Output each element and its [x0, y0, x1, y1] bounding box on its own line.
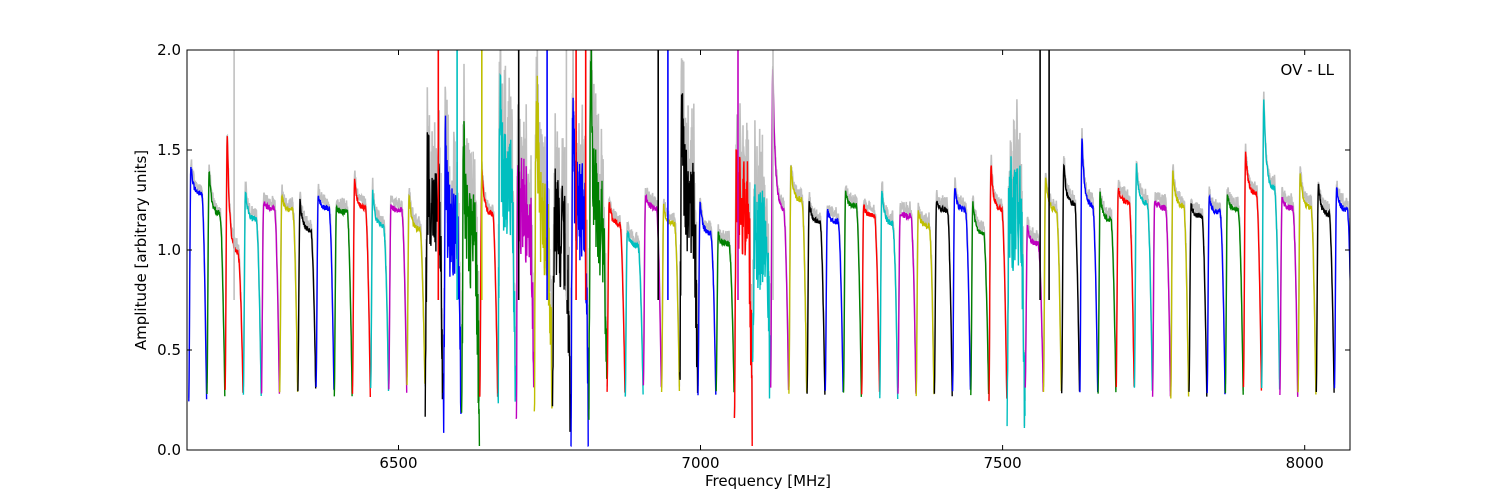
band-series-60	[1279, 196, 1299, 397]
band-series-44	[988, 165, 1008, 402]
band-series-12	[406, 193, 426, 386]
y-tick-label: 2.0	[157, 41, 181, 59]
band-series-50	[1097, 191, 1117, 394]
band-series-42	[951, 188, 972, 392]
bandpass-series-group	[188, 50, 1350, 447]
x-axis-label: Frequency [MHz]	[705, 472, 831, 490]
band-series-48	[1061, 163, 1081, 394]
band-series-37	[861, 204, 881, 395]
band-series-13	[424, 132, 444, 417]
band-series-28	[697, 201, 717, 396]
band-series-7	[315, 195, 335, 390]
band-series-58	[1242, 151, 1263, 391]
band-series-16	[479, 169, 499, 397]
band-series-3	[242, 191, 262, 397]
x-tick-label: 8000	[1286, 454, 1324, 472]
band-series-24	[624, 229, 644, 397]
band-series-14	[442, 115, 462, 433]
band-series-49	[1079, 138, 1099, 393]
band-series-22	[588, 50, 608, 420]
band-series-9	[351, 178, 371, 398]
band-series-4	[260, 201, 281, 394]
band-series-11	[388, 204, 408, 393]
band-series-17	[497, 73, 517, 404]
band-series-20	[551, 168, 571, 432]
band-series-29	[715, 231, 735, 393]
band-series-8	[333, 204, 353, 397]
band-series-6	[297, 198, 317, 392]
y-tick-label: 1.0	[157, 241, 181, 259]
band-series-57	[1224, 194, 1244, 395]
y-tick-label: 0.0	[157, 441, 181, 459]
band-series-53	[1151, 200, 1172, 397]
band-series-1	[206, 171, 226, 397]
x-tick-label: 7500	[984, 454, 1022, 472]
band-series-34	[806, 201, 826, 395]
band-series-43	[970, 201, 990, 396]
band-series-59	[1260, 99, 1281, 390]
y-tick-labels: 0.0 0.5 1.0 1.5 2.0	[157, 41, 181, 459]
band-series-10	[370, 189, 390, 392]
band-series-40	[915, 210, 935, 397]
band-series-56	[1206, 193, 1226, 395]
band-series-63	[1333, 186, 1350, 389]
band-series-41	[933, 200, 953, 397]
band-series-23	[606, 201, 626, 393]
band-series-31	[751, 184, 772, 399]
x-tick-label: 7000	[681, 454, 719, 472]
rfi-spike-group	[233, 50, 1050, 300]
band-series-52	[1133, 163, 1153, 391]
band-series-33	[788, 165, 808, 394]
y-axis-label: Amplitude [arbitrary units]	[132, 150, 150, 350]
band-series-36	[842, 190, 862, 397]
band-series-39	[897, 211, 917, 394]
y-tick-label: 0.5	[157, 341, 181, 359]
band-series-55	[1188, 203, 1208, 397]
band-series-62	[1315, 183, 1335, 393]
band-series-15	[460, 121, 481, 447]
y-tick-label: 1.5	[157, 141, 181, 159]
x-tick-label: 6500	[379, 454, 417, 472]
band-series-54	[1170, 170, 1190, 399]
band-series-19	[533, 75, 553, 412]
axis-ticks	[187, 49, 1350, 451]
band-series-5	[279, 193, 299, 393]
band-series-47	[1042, 177, 1062, 393]
band-series-61	[1297, 173, 1317, 395]
band-series-51	[1115, 187, 1135, 388]
band-series-35	[824, 209, 844, 393]
band-series-0	[188, 166, 208, 402]
band-series-26	[660, 203, 681, 393]
polarization-annotation: OV - LL	[1281, 61, 1335, 79]
band-series-45	[1006, 156, 1026, 429]
band-series-38	[879, 190, 899, 400]
band-series-27	[679, 93, 699, 394]
x-tick-labels: 6500 7000 7500 8000	[379, 454, 1323, 472]
